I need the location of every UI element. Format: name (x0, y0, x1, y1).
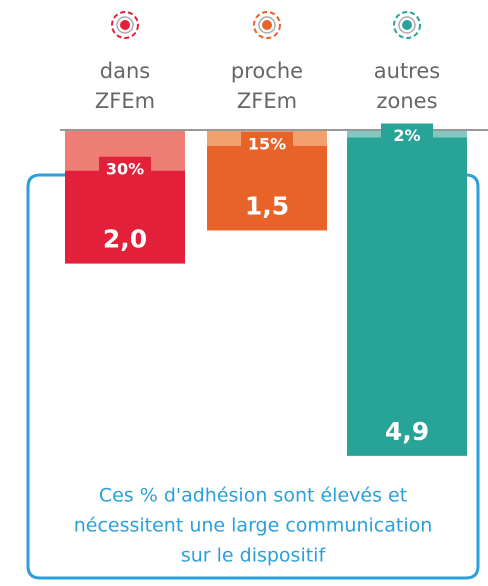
category-label: zones (376, 89, 437, 113)
bracket (26, 173, 480, 580)
annotation: nécessitent une large communication (74, 515, 433, 537)
value-label: 2,0 (103, 225, 147, 254)
category-label: proche (231, 59, 303, 83)
target-icon (253, 11, 281, 39)
share-label-bg (99, 156, 151, 181)
target-icon (402, 20, 412, 30)
share-label: 30% (106, 159, 144, 178)
category-label: dans (100, 59, 150, 83)
category-label: ZFEm (95, 89, 155, 113)
target-icon (393, 11, 421, 39)
category-label: ZFEm (237, 89, 297, 113)
bar (347, 131, 467, 456)
share-label: 15% (248, 134, 286, 153)
share-label: 2% (393, 126, 420, 145)
annotation: Ces % d'adhésion sont élevés et (99, 485, 407, 507)
share-label-bg (241, 131, 293, 156)
value-label: 1,5 (245, 191, 289, 220)
target-icon (262, 20, 272, 30)
value-label: 4,9 (385, 417, 429, 446)
target-icon (111, 11, 139, 39)
share-label-bg (381, 123, 433, 148)
category-label: autres (374, 59, 440, 83)
target-icon (120, 20, 130, 30)
annotation: sur le dispositif (181, 545, 327, 567)
